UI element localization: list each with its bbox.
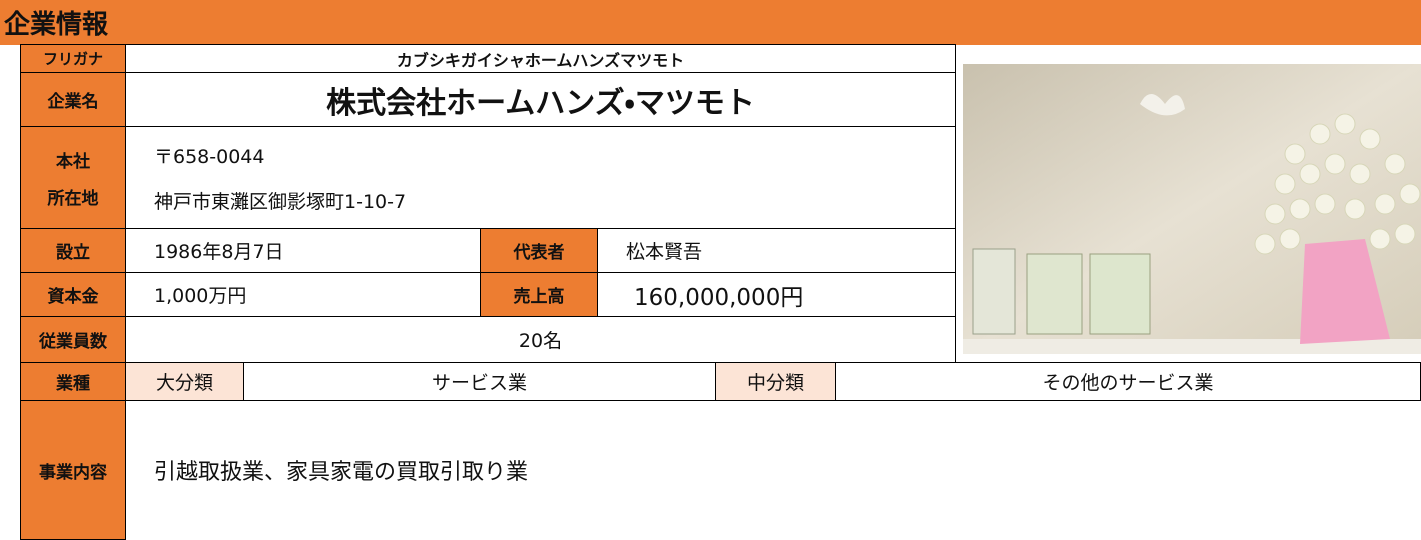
label-line: 本社 xyxy=(56,151,90,172)
label: 資本金 xyxy=(20,272,126,317)
industry-major: サービス業 xyxy=(243,362,716,401)
photo xyxy=(955,44,1421,363)
employees: 20名 xyxy=(125,316,956,363)
industry-middle: その他のサービス業 xyxy=(835,362,1421,401)
sub-label: 中分類 xyxy=(715,362,836,401)
sub-label: 大分類 xyxy=(125,362,244,401)
label: 設立 xyxy=(20,228,126,273)
header-title: 企業情報 xyxy=(0,0,1421,45)
postal: 〒658-0044 xyxy=(154,145,265,168)
representative: 松本賢吾 xyxy=(597,228,956,273)
label: 企業名 xyxy=(20,72,126,127)
label: 代表者 xyxy=(480,228,598,273)
furigana: カブシキガイシャホームハンズマツモト xyxy=(125,44,956,73)
label: 売上高 xyxy=(480,272,598,317)
label: 事業内容 xyxy=(20,400,126,540)
street: 神戸市東灘区御影塚町1-10-7 xyxy=(154,190,407,213)
company-name: 株式会社ホームハンズ・マツモト xyxy=(125,72,956,127)
label: フリガナ xyxy=(20,44,126,73)
founded: 1986年8月7日 xyxy=(125,228,481,273)
label: 本社 所在地 xyxy=(20,126,126,229)
label-line: 所在地 xyxy=(47,188,99,209)
address: 〒658-0044 神戸市東灘区御影塚町1-10-7 xyxy=(125,126,956,229)
label: 業種 xyxy=(20,362,126,401)
business: 引越取扱業、家具家電の買取引取り業 xyxy=(125,400,1421,540)
capital: 1,000万円 xyxy=(125,272,481,317)
label: 従業員数 xyxy=(20,316,126,363)
sales: 160,000,000円 xyxy=(597,272,956,317)
photo-image xyxy=(963,64,1421,354)
